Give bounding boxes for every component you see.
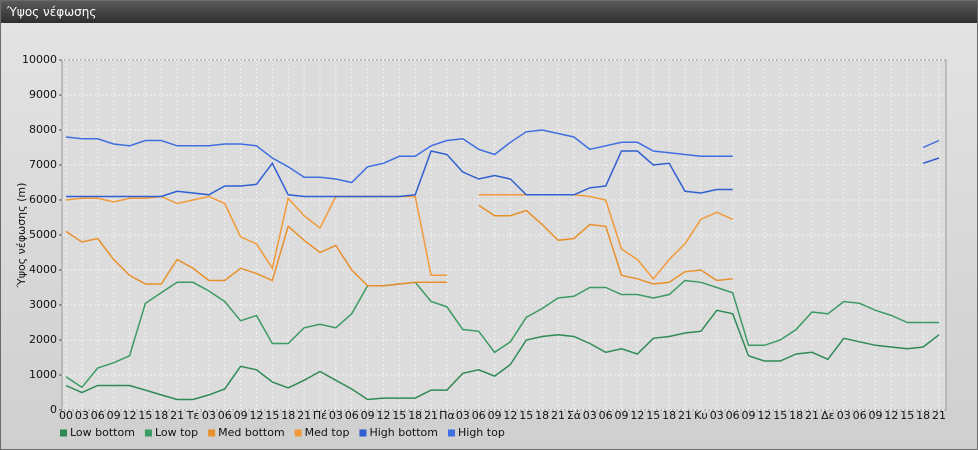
x-tick-label: 15 <box>392 409 406 422</box>
legend-label: Med top <box>305 426 350 439</box>
y-tick-label: 8000 <box>29 123 57 136</box>
x-tick-label: 12 <box>884 409 898 422</box>
x-tick-label: 00 <box>59 409 73 422</box>
x-tick-label: 09 <box>869 409 883 422</box>
y-tick-label: 0 <box>50 403 57 416</box>
y-tick-label: 5000 <box>29 228 57 241</box>
x-tick-label: 03 <box>456 409 470 422</box>
x-tick-label: 06 <box>91 409 105 422</box>
x-tick-label: 15 <box>265 409 279 422</box>
x-tick-label: 03 <box>583 409 597 422</box>
x-tick-label: 15 <box>138 409 152 422</box>
legend-label: High bottom <box>369 426 438 439</box>
x-tick-label: Πέ <box>313 409 327 422</box>
x-tick-label: Δε <box>821 409 835 422</box>
x-tick-label: 15 <box>773 409 787 422</box>
legend-label: Low bottom <box>70 426 135 439</box>
legend-label: High top <box>458 426 505 439</box>
x-tick-label: 03 <box>202 409 216 422</box>
x-tick-label: 21 <box>551 409 565 422</box>
legend-swatch <box>60 429 67 437</box>
y-tick-label: 9000 <box>29 88 57 101</box>
chart: Ύψος νέφωσης (m) 0 1000 2000 3000 4000 5000 60… <box>15 53 947 439</box>
x-tick-label: 12 <box>757 409 771 422</box>
x-tick-label: 18 <box>789 409 803 422</box>
x-tick-label: 03 <box>75 409 89 422</box>
x-tick-label: 21 <box>932 409 946 422</box>
x-tick-label: 18 <box>281 409 295 422</box>
legend-swatch <box>359 429 367 437</box>
x-tick-label: Πα <box>439 409 455 422</box>
x-tick-label: 15 <box>900 409 914 422</box>
x-tick-label: 06 <box>345 409 359 422</box>
x-tick-label: 15 <box>646 409 660 422</box>
x-tick-label: 21 <box>297 409 311 422</box>
x-tick-label: 18 <box>154 409 168 422</box>
x-tick-label: 12 <box>503 409 517 422</box>
series-line <box>65 204 733 287</box>
legend-label: Low top <box>155 426 198 439</box>
x-tick-label: 06 <box>726 409 740 422</box>
x-tick-label: 15 <box>519 409 533 422</box>
legend-swatch <box>208 429 216 437</box>
legend-swatch <box>448 429 455 437</box>
x-tick-label: Σά <box>567 409 581 422</box>
x-tick-label: 18 <box>916 409 930 422</box>
x-tick-label: Τε <box>186 409 200 422</box>
x-tick-label: 06 <box>218 409 232 422</box>
x-tick-label: 09 <box>234 409 248 422</box>
x-tick-label: 18 <box>535 409 549 422</box>
series-line <box>65 279 939 389</box>
x-tick-label: 12 <box>376 409 390 422</box>
x-tick-label: 21 <box>678 409 692 422</box>
series-line <box>66 150 940 198</box>
series-line <box>65 129 940 184</box>
y-tick-label: 7000 <box>29 158 57 171</box>
legend-swatch <box>294 429 302 437</box>
y-tick-label: 10000 <box>22 53 57 66</box>
x-tick-label: 09 <box>361 409 375 422</box>
x-tick-label: 12 <box>249 409 263 422</box>
x-tick-label: 06 <box>599 409 613 422</box>
legend-label: Med bottom <box>218 426 285 439</box>
x-tick-label: 09 <box>107 409 121 422</box>
x-tick-label: 06 <box>853 409 867 422</box>
y-axis-label: Ύψος νέφωσης (m) <box>15 183 28 289</box>
legend-swatch <box>144 429 152 437</box>
x-tick-label: 18 <box>408 409 422 422</box>
x-tick-label: 03 <box>710 409 724 422</box>
x-tick-label: 21 <box>424 409 438 422</box>
x-tick-label: 06 <box>472 409 486 422</box>
x-tick-label: 12 <box>122 409 136 422</box>
x-tick-label: 21 <box>170 409 184 422</box>
window-title: Ύψος νέφωσης <box>1 1 977 23</box>
x-tick-label: 18 <box>662 409 676 422</box>
y-tick-label: 3000 <box>29 298 57 311</box>
series-line <box>65 309 940 401</box>
y-tick-label: 1000 <box>29 368 57 381</box>
y-tick-label: 6000 <box>29 193 57 206</box>
x-tick-label: 03 <box>837 409 851 422</box>
x-tick-label: 03 <box>329 409 343 422</box>
x-tick-label: 09 <box>615 409 629 422</box>
x-tick-label: 09 <box>742 409 756 422</box>
x-tick-label: 09 <box>488 409 502 422</box>
x-tick-label: Κυ <box>694 409 708 422</box>
y-tick-label: 2000 <box>29 333 57 346</box>
x-tick-label: 12 <box>630 409 644 422</box>
x-tick-label: 21 <box>805 409 819 422</box>
y-tick-label: 4000 <box>29 263 57 276</box>
